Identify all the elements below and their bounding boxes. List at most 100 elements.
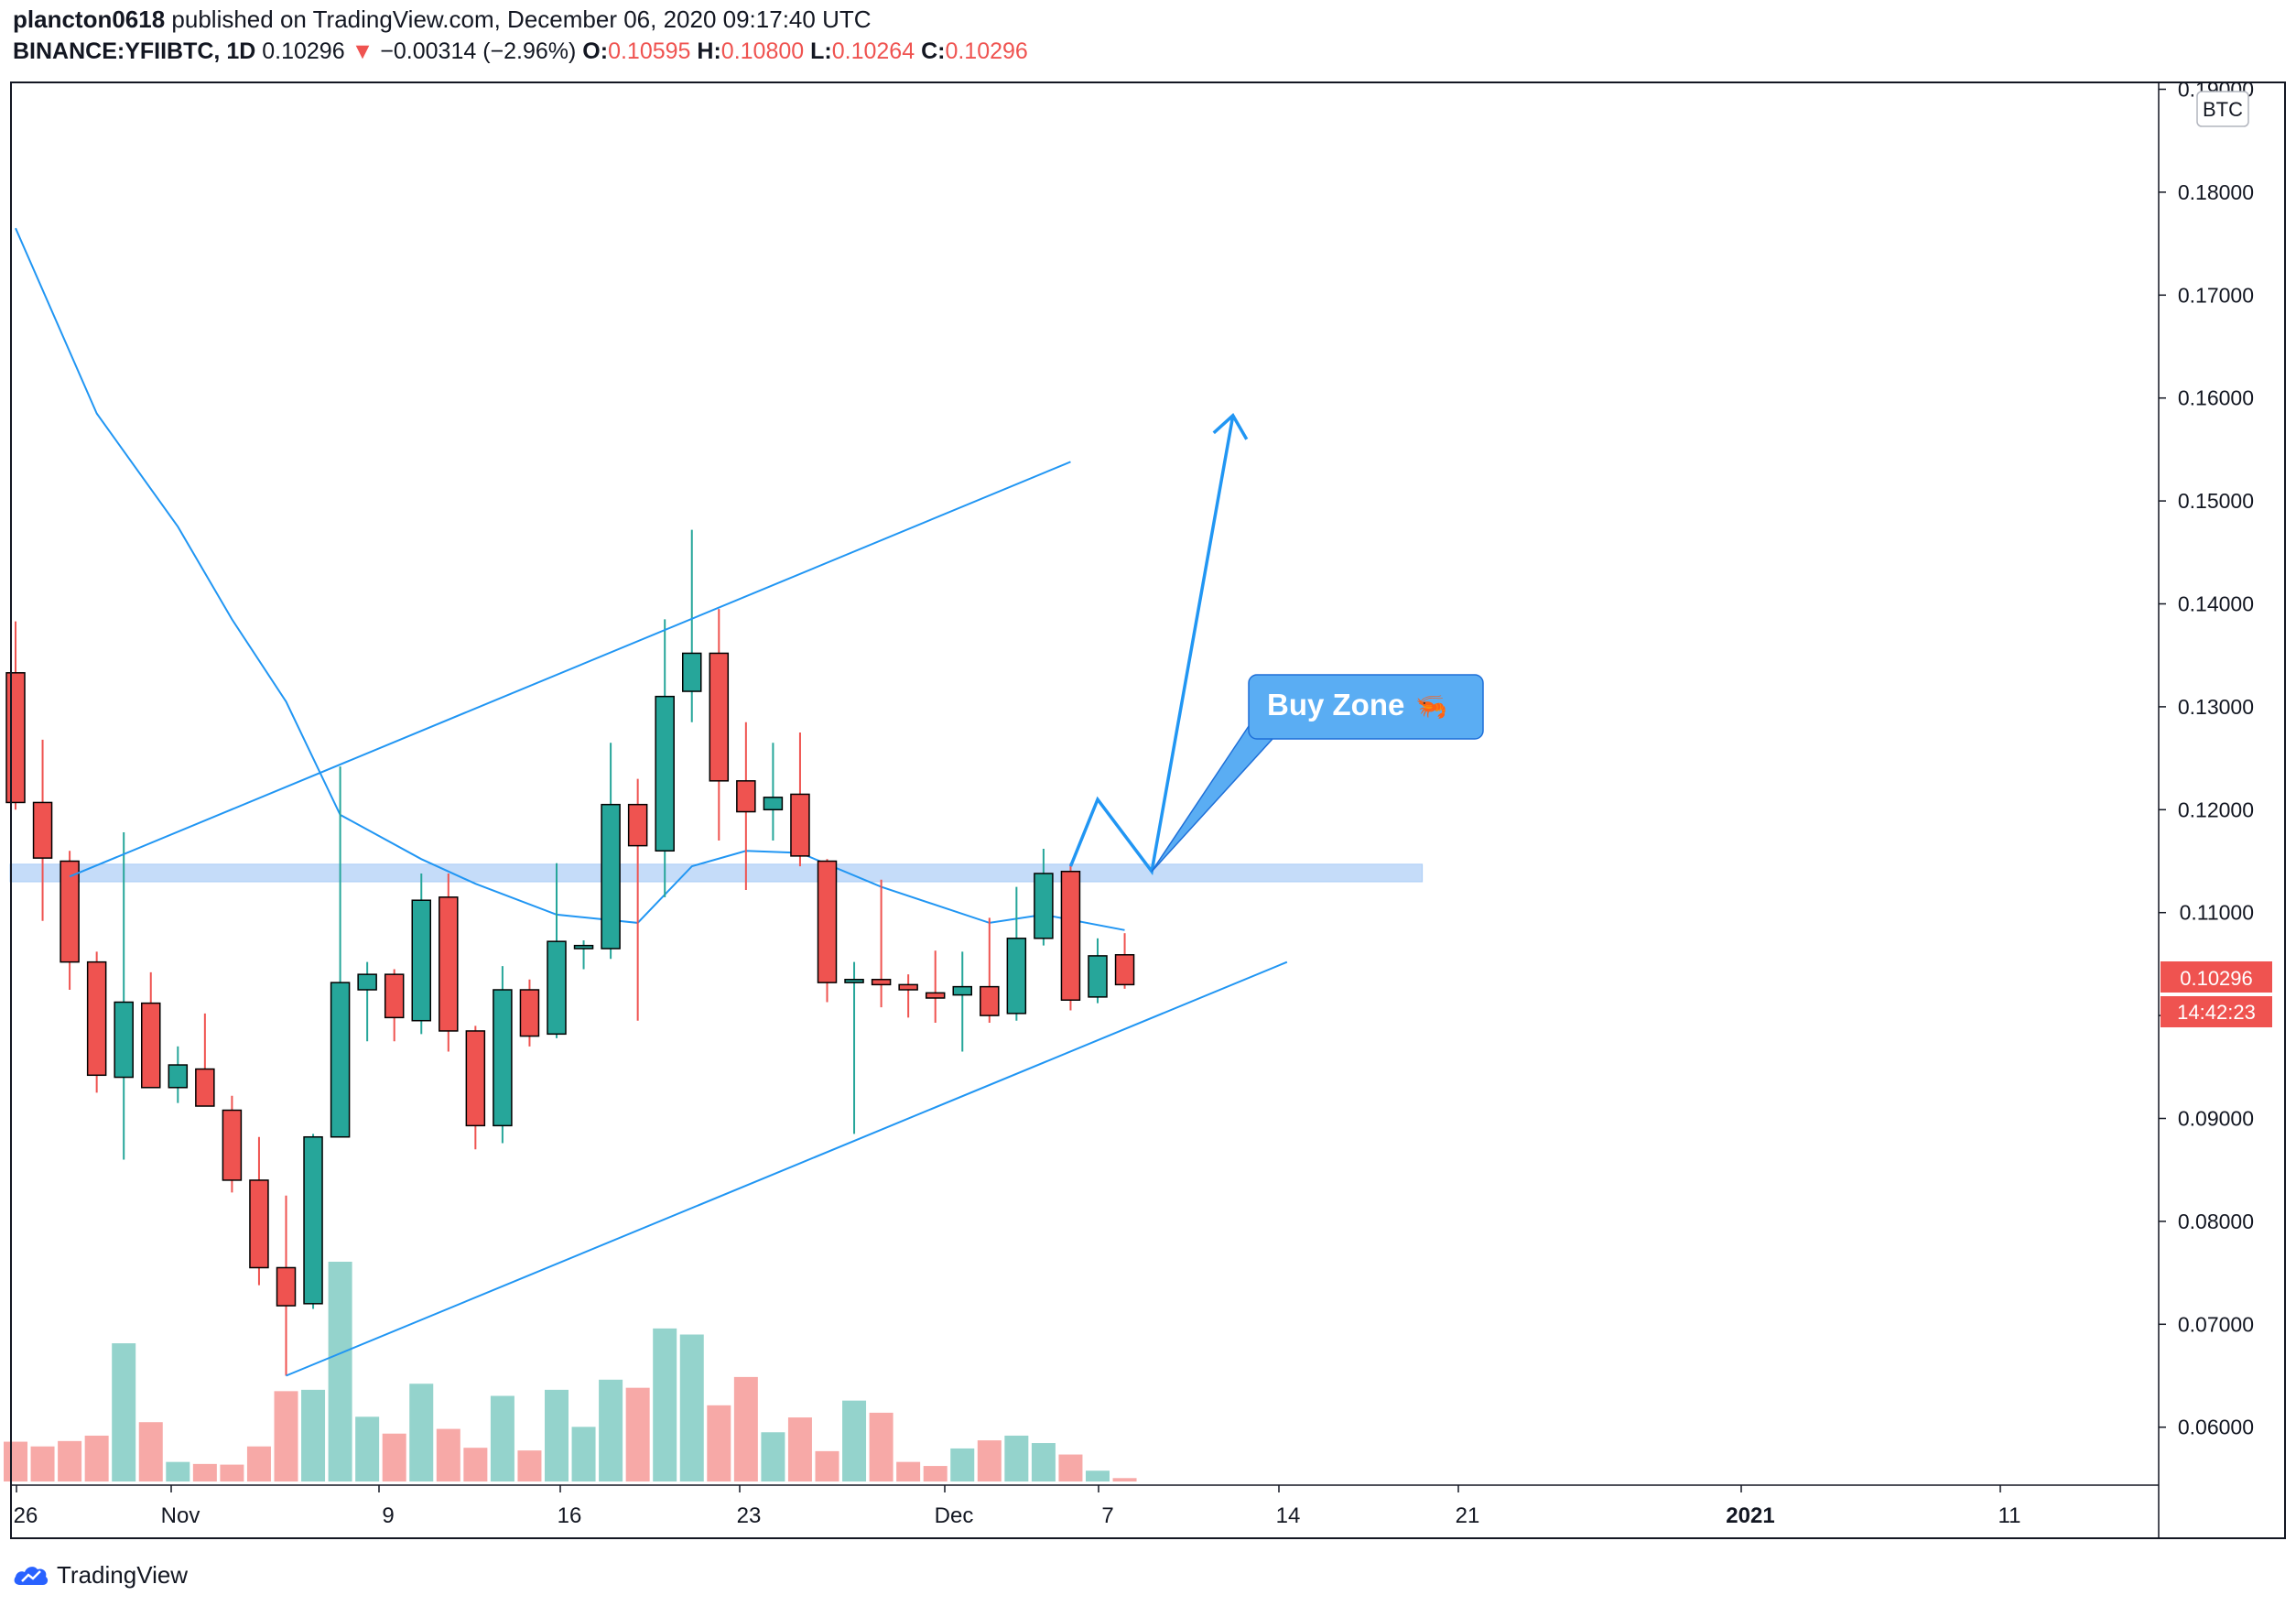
y-tick-label: 0.14000: [2178, 592, 2254, 616]
candle-body: [682, 652, 702, 692]
moving-average-layer: [15, 227, 1125, 931]
candle: [5, 621, 26, 810]
candle: [357, 961, 377, 1042]
y-tick-label: 0.08000: [2178, 1210, 2254, 1233]
candle: [601, 743, 621, 960]
candle: [980, 917, 1000, 1023]
volume-bar: [653, 1328, 677, 1481]
close-label: C:: [921, 38, 946, 64]
chart-frame: [10, 81, 2286, 1539]
volume-bar: [355, 1416, 380, 1481]
volume-bar: [112, 1343, 136, 1481]
candle: [519, 979, 540, 1047]
publish-info: plancton0618 published on TradingView.co…: [13, 5, 872, 34]
candle: [249, 1136, 269, 1286]
candle: [465, 1025, 486, 1150]
y-tick-label: 0.07000: [2178, 1312, 2254, 1336]
last-price-badge-text: 0.10296: [2180, 967, 2253, 990]
down-arrow-icon: ▼: [351, 38, 374, 64]
candle-body: [601, 803, 621, 949]
candle-body: [86, 960, 107, 1077]
volume-bar: [761, 1432, 785, 1481]
y-tick-label: 0.12000: [2178, 798, 2254, 821]
callout-tail: [1151, 722, 1274, 873]
candle: [114, 832, 134, 1160]
volume-bar: [166, 1461, 190, 1481]
last-price-badge: [2161, 961, 2272, 993]
candle: [709, 609, 730, 841]
callout-box[interactable]: [1248, 674, 1484, 740]
volume-bar: [599, 1379, 623, 1481]
candle-body: [195, 1068, 215, 1107]
candle-body: [1060, 870, 1081, 1001]
volume-bar: [436, 1428, 460, 1481]
x-tick-label: 2021: [1726, 1503, 1774, 1528]
volume-bar: [1031, 1443, 1056, 1481]
candle-body: [519, 989, 540, 1037]
candle: [330, 766, 351, 1138]
candle-body: [114, 1001, 134, 1079]
tradingview-logo-text: TradingView: [57, 1560, 189, 1589]
candle-body: [980, 985, 1000, 1016]
volume-bar: [842, 1400, 867, 1481]
candle-body: [5, 672, 26, 804]
volume-bar: [246, 1446, 271, 1481]
candle: [1006, 886, 1027, 1021]
candle: [141, 971, 161, 1089]
candle: [817, 859, 838, 1003]
volume-bar: [192, 1463, 217, 1481]
candle-body: [330, 982, 351, 1138]
x-tick-label: 9: [382, 1503, 394, 1528]
candle-body: [439, 896, 459, 1032]
volume-bar: [301, 1389, 326, 1481]
candle: [195, 1013, 215, 1107]
x-tick-label: Nov: [161, 1503, 200, 1528]
volume-bar: [950, 1448, 975, 1481]
volume-bar: [571, 1427, 596, 1481]
open-label: O:: [582, 38, 609, 64]
author-name[interactable]: plancton0618: [13, 5, 166, 33]
buy-zone-text: Buy Zone: [1267, 688, 1404, 722]
volume-bar: [382, 1433, 406, 1481]
candle: [925, 950, 946, 1023]
volume-bar: [625, 1387, 650, 1481]
candle: [303, 1134, 323, 1309]
x-tick-label: 7: [1101, 1503, 1113, 1528]
buy-zone-annotation[interactable]: Buy Zone 🦐: [1151, 674, 1484, 873]
x-tick-label: 23: [737, 1503, 762, 1528]
candle-body: [384, 973, 405, 1019]
x-tick-label: 16: [558, 1503, 582, 1528]
candle-body: [952, 985, 972, 996]
drawings-layer: [69, 413, 1288, 1377]
candle: [86, 951, 107, 1093]
candle: [60, 851, 80, 990]
horizontal-zone: [9, 863, 1424, 883]
candle-body: [736, 780, 756, 813]
candle: [655, 619, 675, 897]
volume-layer: [4, 1262, 1137, 1481]
y-tick-label: 0.13000: [2178, 695, 2254, 719]
candle: [1034, 849, 1054, 946]
volume-bar: [58, 1440, 82, 1481]
currency-label-text: BTC: [2203, 98, 2243, 121]
candle-body: [763, 797, 784, 811]
candle: [1114, 933, 1135, 989]
x-tick-label: Dec: [935, 1503, 974, 1528]
volume-bar: [896, 1461, 921, 1481]
candle-body: [1034, 873, 1054, 939]
y-tick-label: 0.16000: [2178, 386, 2254, 410]
volume-bar: [707, 1405, 731, 1481]
volume-bar: [490, 1395, 514, 1481]
candle: [844, 961, 864, 1134]
candle-body: [898, 983, 918, 991]
candle-body: [1114, 954, 1135, 986]
candle: [384, 969, 405, 1042]
volume-bar: [220, 1464, 244, 1481]
candle: [411, 873, 431, 1035]
candles-layer: [5, 529, 1135, 1376]
moving-average-line: [15, 227, 1125, 931]
volume-bar: [679, 1334, 704, 1481]
tradingview-logo[interactable]: TradingView: [13, 1559, 188, 1590]
candle: [222, 1095, 243, 1193]
